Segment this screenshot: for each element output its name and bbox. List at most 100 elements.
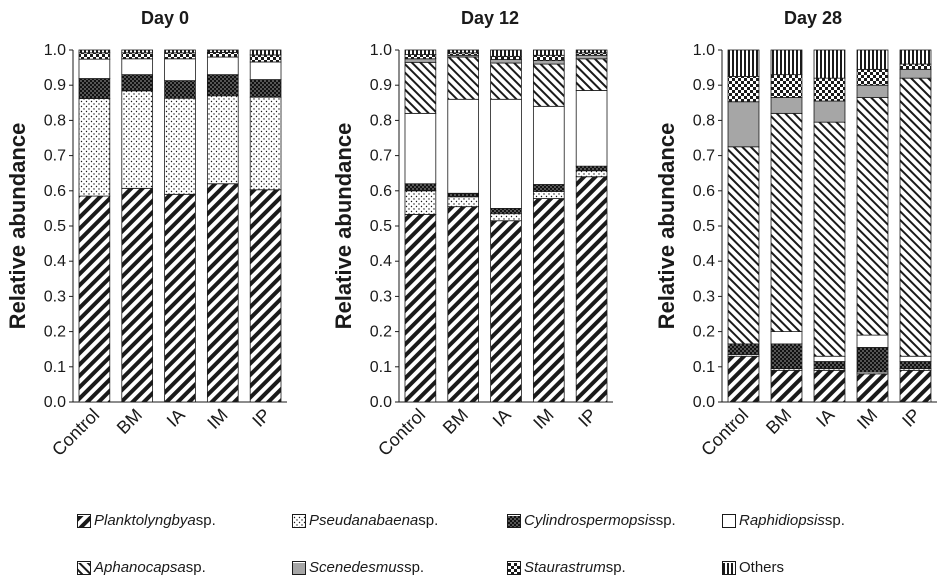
bar-segment <box>727 76 760 103</box>
bar-segment <box>206 56 239 76</box>
bar-segment <box>206 183 239 403</box>
y-tick-label: 0.3 <box>370 288 392 305</box>
bar-segment <box>727 101 760 148</box>
y-tick-label: 1.0 <box>693 42 715 59</box>
bar-segment <box>813 49 846 79</box>
bar-segment <box>164 58 196 82</box>
y-axis-label: Relative abundance <box>654 123 679 330</box>
bar-segment <box>249 96 282 191</box>
legend-swatch <box>77 560 91 575</box>
bar-segment <box>78 49 111 54</box>
bar-segment <box>490 55 522 60</box>
x-tick-label: Control <box>697 405 752 460</box>
legend-suffix: sp. <box>824 512 845 529</box>
bar-segment <box>727 355 760 403</box>
legend-genus: Staurastrum <box>524 559 606 576</box>
bar-segment <box>206 49 239 53</box>
bar-segment <box>899 369 932 403</box>
bar-segment <box>249 49 282 56</box>
x-tick-label: IA <box>812 405 838 431</box>
bar-segment <box>206 52 239 58</box>
bar-segment <box>164 49 196 54</box>
bar-segment <box>813 77 846 102</box>
legend-suffix: sp. <box>195 512 216 529</box>
x-tick-label: IP <box>574 405 600 431</box>
legend-swatch <box>507 560 521 575</box>
bar-segment <box>770 97 803 114</box>
x-tick-label: BM <box>439 405 472 438</box>
x-tick-label: Control <box>48 405 103 460</box>
bar-segment <box>249 54 282 63</box>
bar-segment <box>121 52 154 60</box>
x-tick-label: IP <box>248 405 274 431</box>
y-tick-label: 0.7 <box>693 148 715 165</box>
legend-swatch-fill <box>293 562 305 575</box>
bar-segment <box>532 191 565 199</box>
legend-item-scenedesmus: Scenedesmus sp. <box>292 559 424 576</box>
y-tick-label: 0.4 <box>370 253 392 270</box>
bar-segment <box>575 90 608 167</box>
bar-segment <box>575 49 608 54</box>
y-axis-label: Relative abundance <box>5 123 30 330</box>
legend-suffix: sp. <box>418 512 439 529</box>
y-tick-label: 0.4 <box>693 253 715 270</box>
y-tick-label: 0.5 <box>693 218 715 235</box>
bar-segment <box>249 79 282 98</box>
bar-segment <box>121 58 154 76</box>
bar-segment <box>856 49 889 70</box>
y-tick-label: 0.0 <box>370 394 392 411</box>
legend-genus: Aphanocapsa <box>94 559 186 576</box>
bar-segment <box>490 213 522 222</box>
legend-genus: Raphidiopsis <box>739 512 825 529</box>
legend-suffix: sp. <box>655 512 676 529</box>
legend-item-aphanocapsa: Aphanocapsa sp. <box>77 559 206 576</box>
bar-segment <box>490 59 522 64</box>
bar-segment <box>532 54 565 61</box>
bar-segment <box>770 331 803 345</box>
legend-swatch-fill <box>293 515 305 528</box>
legend-swatch <box>77 513 91 528</box>
bar-segment <box>404 112 437 185</box>
bar-segment <box>899 68 932 79</box>
bar-segment <box>532 198 565 403</box>
y-tick-label: 0.5 <box>44 218 66 235</box>
chart-panel: Day 28 Relative abundance 0.0 0.1 0.2 0.3 0.4 0… <box>654 8 937 460</box>
bar-segment <box>770 112 803 333</box>
bar-segment <box>856 334 889 348</box>
legend-item-raphidiopsis: Raphidiopsis sp. <box>722 512 845 529</box>
y-tick-label: 1.0 <box>370 42 392 59</box>
bar-segment <box>447 49 480 54</box>
bar-segment <box>78 98 111 197</box>
y-tick-label: 0.4 <box>44 253 66 270</box>
x-tick-label: IM <box>853 405 881 433</box>
bar-segment <box>78 195 111 403</box>
legend-swatch <box>722 560 736 575</box>
bar-segment <box>404 213 437 403</box>
chart-title: Day 12 <box>461 8 519 28</box>
legend-genus: Planktolyngbya <box>94 512 196 529</box>
x-tick-label: IA <box>163 405 189 431</box>
bar-segment <box>78 52 111 60</box>
bar-segment <box>447 206 480 403</box>
x-tick-label: IA <box>489 405 515 431</box>
bar-segment <box>78 58 111 79</box>
bar-segment <box>121 187 154 403</box>
bar-segment <box>575 165 608 172</box>
bar-segment <box>532 184 565 192</box>
legend-item-staurastrum: Staurastrum sp. <box>507 559 626 576</box>
bar-segment <box>899 49 932 65</box>
legend-swatch-fill <box>78 562 90 575</box>
bar-segment <box>770 369 803 403</box>
legend-genus: Pseudanabaena <box>309 512 419 529</box>
y-tick-label: 0.1 <box>44 359 66 376</box>
bar-segment <box>575 176 608 403</box>
legend-suffix: Others <box>739 559 785 576</box>
legend-swatch-fill <box>723 515 735 528</box>
bar-segment <box>575 54 608 60</box>
bar-segment <box>813 121 846 357</box>
y-tick-label: 0.8 <box>693 112 715 129</box>
y-tick-label: 0.9 <box>370 77 392 94</box>
legend-swatch-fill <box>723 562 735 575</box>
legend-item-pseudanabaena: Pseudanabaena sp. <box>292 512 439 529</box>
